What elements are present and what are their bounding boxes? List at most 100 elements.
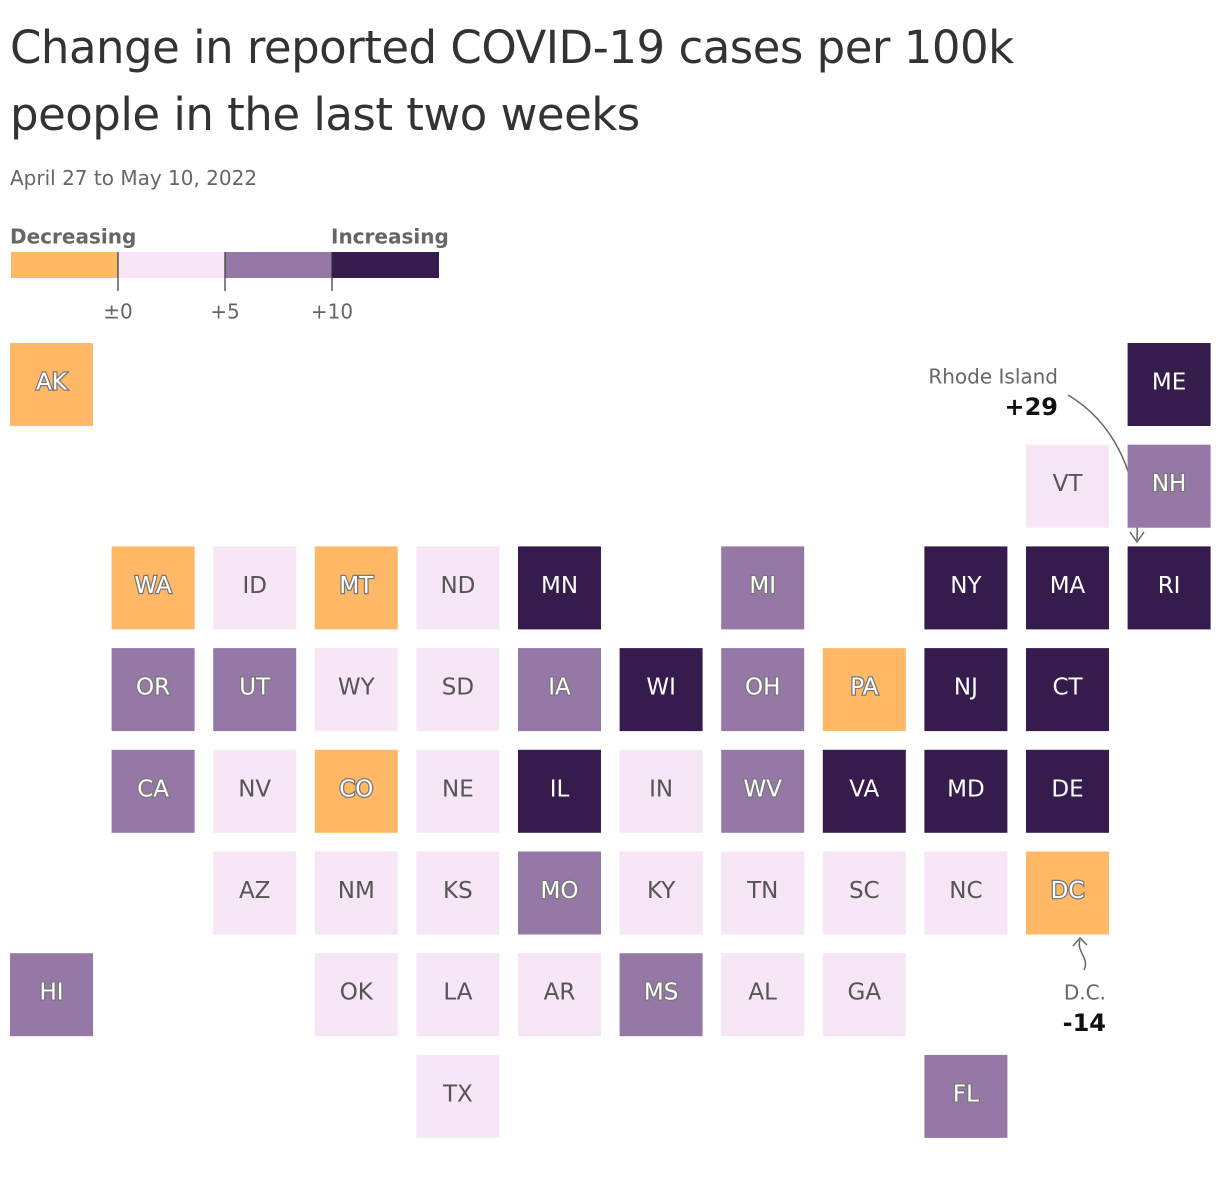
tile-label: HI bbox=[39, 980, 63, 1006]
tile bbox=[721, 546, 805, 630]
legend-tick-label: +5 bbox=[210, 300, 239, 324]
tile bbox=[314, 648, 398, 732]
tile bbox=[924, 851, 1008, 935]
annotation-value: -14 bbox=[1063, 1009, 1106, 1037]
tile-label: CO bbox=[339, 776, 373, 802]
tile-label: IN bbox=[649, 776, 673, 802]
tile-label: OH bbox=[745, 675, 780, 701]
tile bbox=[822, 648, 906, 732]
tile bbox=[1026, 444, 1109, 528]
legend-high-label: Increasing bbox=[331, 225, 449, 249]
tile-label: UT bbox=[239, 675, 271, 701]
tile-label: NV bbox=[238, 776, 271, 802]
tile-label: WI bbox=[646, 675, 676, 701]
tile bbox=[416, 546, 500, 630]
legend-swatch bbox=[332, 252, 439, 278]
chart-subtitle: April 27 to May 10, 2022 bbox=[10, 166, 258, 190]
legend-swatch bbox=[225, 252, 332, 278]
tile bbox=[111, 749, 195, 833]
tile bbox=[416, 648, 500, 732]
annotation-label: Rhode Island bbox=[928, 365, 1058, 389]
tile bbox=[416, 1054, 500, 1138]
tile bbox=[1026, 749, 1109, 833]
tile bbox=[213, 749, 297, 833]
tile-label: AR bbox=[544, 980, 576, 1006]
tile bbox=[416, 749, 500, 833]
tile-label: ID bbox=[242, 573, 267, 599]
tile bbox=[10, 953, 93, 1037]
tile bbox=[721, 953, 805, 1037]
tile bbox=[924, 1054, 1008, 1138]
tile-label: SC bbox=[849, 878, 880, 904]
tile bbox=[619, 749, 703, 833]
tile-label: ME bbox=[1152, 370, 1186, 396]
tile bbox=[822, 749, 906, 833]
tile bbox=[314, 749, 398, 833]
tile-label: OR bbox=[136, 675, 170, 701]
tile-label: TN bbox=[746, 878, 778, 904]
tile-label: MA bbox=[1050, 573, 1086, 599]
tile-label: OK bbox=[340, 980, 374, 1006]
tile bbox=[518, 851, 601, 935]
tile bbox=[518, 546, 601, 630]
tile bbox=[721, 851, 805, 935]
tile bbox=[1026, 648, 1109, 732]
annotation-label: D.C. bbox=[1064, 981, 1106, 1005]
tile-label: NM bbox=[338, 878, 375, 904]
tile-label: DE bbox=[1051, 776, 1083, 802]
tile-label: RI bbox=[1158, 573, 1181, 599]
tile-label: KY bbox=[647, 878, 676, 904]
tile-label: FL bbox=[953, 1081, 979, 1107]
tile-label: MI bbox=[749, 573, 776, 599]
tile bbox=[721, 648, 805, 732]
tile-label: NJ bbox=[954, 675, 978, 701]
tile-label: WV bbox=[743, 776, 782, 802]
tile-label: AZ bbox=[239, 878, 271, 904]
annotation-arrow bbox=[1078, 939, 1087, 971]
tile bbox=[213, 648, 297, 732]
tile bbox=[518, 953, 601, 1037]
tile-label: MT bbox=[339, 573, 374, 599]
tile-label: CA bbox=[137, 776, 169, 802]
tile bbox=[111, 648, 195, 732]
tile-label: CT bbox=[1052, 675, 1083, 701]
tile bbox=[518, 749, 601, 833]
tile-label: IL bbox=[550, 776, 570, 802]
tile-label: DC bbox=[1051, 878, 1085, 904]
arrow-head bbox=[1072, 936, 1088, 947]
tile bbox=[10, 343, 93, 426]
tile bbox=[924, 546, 1008, 630]
tile bbox=[619, 648, 703, 732]
tile-label: NC bbox=[949, 878, 982, 904]
tile-label: NY bbox=[950, 573, 982, 599]
tile-label: WY bbox=[338, 675, 376, 701]
tile-label: WA bbox=[134, 573, 171, 599]
legend-swatch bbox=[11, 252, 118, 278]
tile-label: SD bbox=[442, 675, 474, 701]
tile bbox=[314, 953, 398, 1037]
tile bbox=[1127, 444, 1211, 528]
tile-label: IA bbox=[548, 675, 571, 701]
tile-label: VT bbox=[1053, 471, 1084, 497]
tile bbox=[1127, 343, 1211, 426]
tile-label: ND bbox=[440, 573, 475, 599]
tile bbox=[213, 851, 297, 935]
tile-label: LA bbox=[443, 980, 472, 1006]
tile-label: MS bbox=[644, 980, 678, 1006]
arrow-head bbox=[1129, 531, 1145, 544]
tile-label: NH bbox=[1152, 471, 1187, 497]
annotation-value: +29 bbox=[1004, 393, 1058, 421]
tile bbox=[111, 546, 195, 630]
tile-label: VA bbox=[849, 776, 879, 802]
tile-label: MO bbox=[541, 878, 579, 904]
tile bbox=[416, 851, 500, 935]
tile bbox=[1026, 546, 1109, 630]
tile-label: AK bbox=[36, 370, 68, 396]
tile bbox=[1026, 851, 1109, 935]
tile bbox=[822, 953, 906, 1037]
tile bbox=[721, 749, 805, 833]
tile-label: GA bbox=[848, 980, 882, 1006]
tile bbox=[314, 546, 398, 630]
